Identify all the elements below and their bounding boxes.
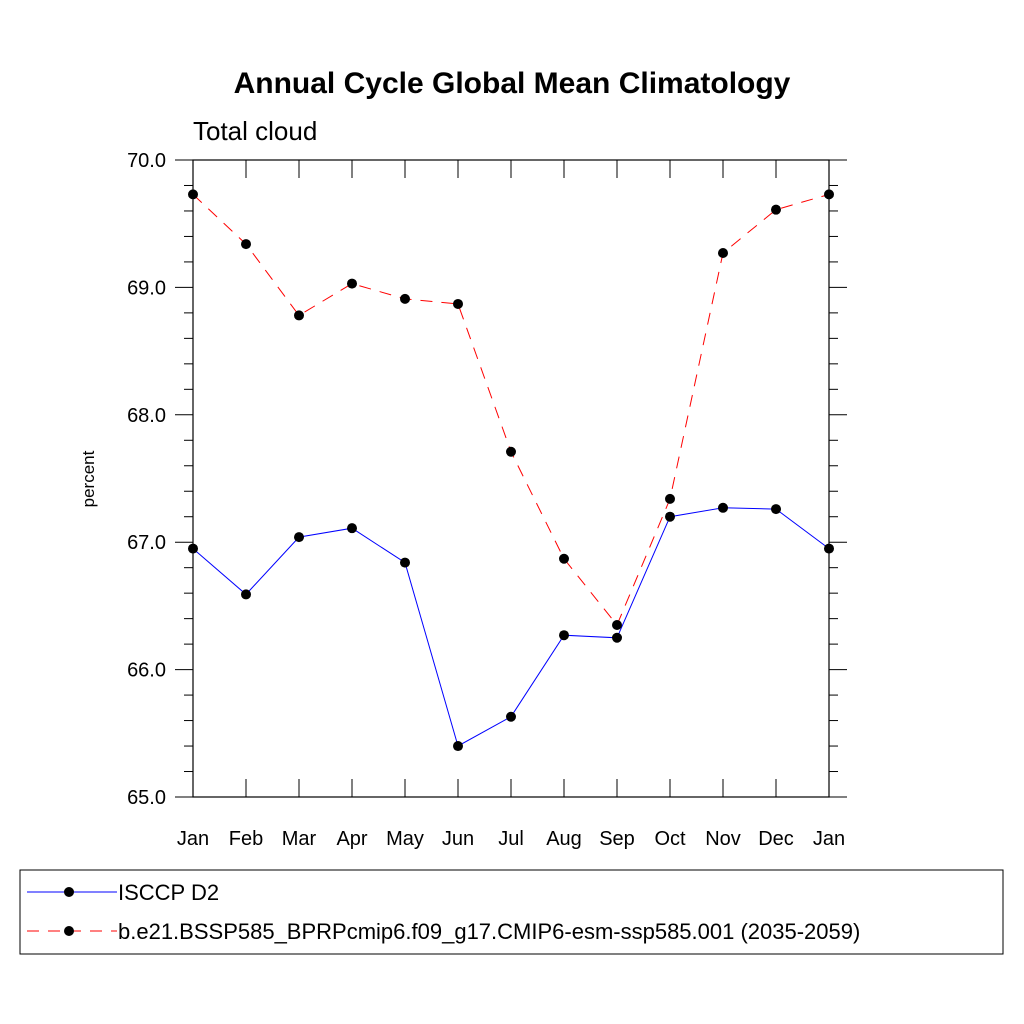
series-1-point bbox=[400, 293, 410, 304]
series-1-point bbox=[612, 620, 622, 631]
x-tick-label: Jan bbox=[813, 828, 845, 850]
legend-marker-model bbox=[64, 926, 74, 936]
series-0-point bbox=[294, 532, 304, 543]
y-tick-label: 67.0 bbox=[127, 532, 166, 554]
chart-title: Annual Cycle Global Mean Climatology bbox=[234, 67, 791, 100]
axis-ticks: 65.0 66.0 67.0 68.0 69.0 70.0 Jan Feb Mar Apr May J… bbox=[127, 150, 847, 850]
y-tick-label: 66.0 bbox=[127, 660, 166, 682]
x-tick-label: Oct bbox=[654, 828, 686, 850]
series-0-point bbox=[453, 741, 463, 752]
series-1-point bbox=[347, 278, 357, 289]
series-1-point bbox=[824, 189, 834, 200]
x-tick-label: Jun bbox=[442, 828, 474, 850]
series-0-point bbox=[347, 523, 357, 534]
x-tick-label: Apr bbox=[336, 828, 367, 850]
x-tick-label: Aug bbox=[546, 828, 582, 850]
chart-subtitle: Total cloud bbox=[193, 116, 317, 146]
x-tick-label: Jan bbox=[177, 828, 209, 850]
series-0-point bbox=[718, 502, 728, 513]
x-tick-label: Feb bbox=[229, 828, 263, 850]
legend-label-model: b.e21.BSSP585_BPRPcmip6.f09_g17.CMIP6-es… bbox=[118, 919, 860, 944]
series-1-point bbox=[241, 239, 251, 250]
legend: ISCCP D2 b.e21.BSSP585_BPRPcmip6.f09_g17… bbox=[19, 869, 1004, 955]
x-tick-label: Jul bbox=[498, 828, 524, 850]
y-tick-label: 69.0 bbox=[127, 277, 166, 299]
series-0-point bbox=[241, 589, 251, 600]
y-tick-label: 65.0 bbox=[127, 787, 166, 809]
series-1-point bbox=[188, 189, 198, 200]
x-tick-label: Mar bbox=[282, 828, 317, 850]
series-0-point bbox=[771, 504, 781, 515]
series-line-1 bbox=[192, 193, 830, 626]
legend-marker-isccp bbox=[64, 887, 74, 897]
plot-frame bbox=[192, 159, 830, 798]
series-0-point bbox=[506, 711, 516, 722]
series-0-point bbox=[400, 557, 410, 568]
y-axis-label: percent bbox=[79, 450, 98, 507]
series-1-point bbox=[294, 310, 304, 321]
legend-label-isccp: ISCCP D2 bbox=[118, 880, 219, 905]
legend-box bbox=[19, 869, 1004, 955]
series-1-point bbox=[453, 298, 463, 309]
series-0-point bbox=[824, 543, 834, 554]
series-0-point bbox=[188, 543, 198, 554]
series-1-point bbox=[506, 446, 516, 457]
x-tick-label: Nov bbox=[705, 828, 741, 850]
series-line-0 bbox=[192, 507, 830, 747]
y-tick-label: 68.0 bbox=[127, 405, 166, 427]
series-layer bbox=[188, 189, 834, 752]
y-tick-label: 70.0 bbox=[127, 150, 166, 172]
series-1-point bbox=[559, 553, 569, 564]
series-1-point bbox=[718, 248, 728, 259]
series-0-point bbox=[665, 511, 675, 522]
series-0-point bbox=[559, 630, 569, 641]
x-tick-label: Sep bbox=[599, 828, 635, 850]
series-1-point bbox=[771, 204, 781, 215]
x-tick-label: Dec bbox=[758, 828, 794, 850]
series-0-point bbox=[612, 632, 622, 643]
x-tick-label: May bbox=[386, 828, 424, 850]
series-1-point bbox=[665, 493, 675, 504]
